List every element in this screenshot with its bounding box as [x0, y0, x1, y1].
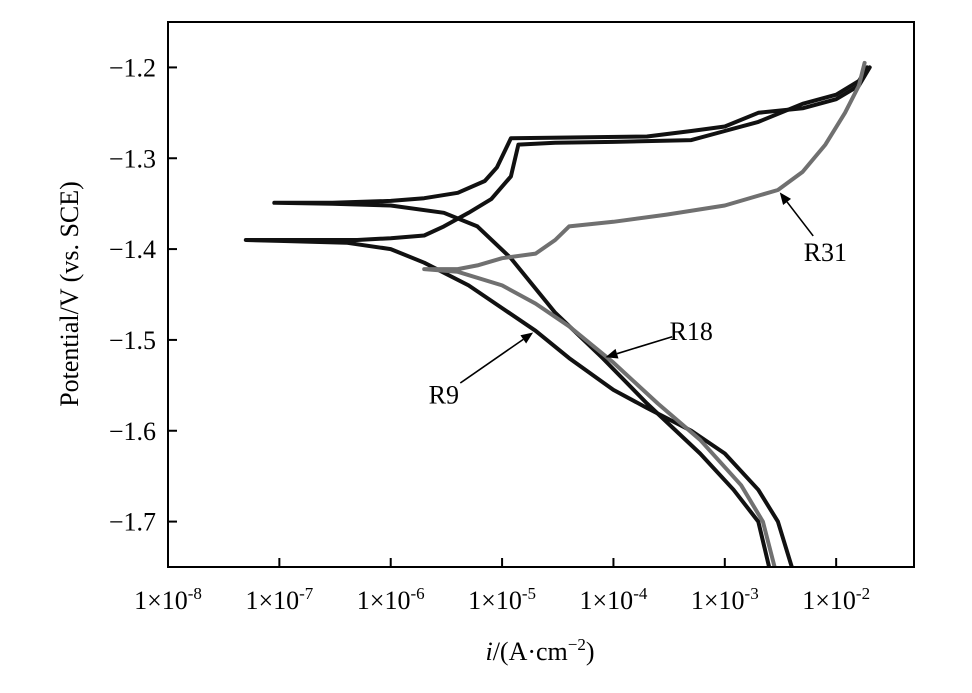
- annotation-arrows: [459, 192, 814, 384]
- y-tick-label: −1.2: [109, 53, 156, 82]
- x-axis-ticks: 1×10-8 1×10-7 1×10-6 1×10-5 1×10-4 1×10-3 1×10…: [134, 558, 870, 615]
- series-label-r31: R31: [804, 238, 847, 267]
- arrow-r18: [616, 335, 673, 355]
- series-line-r31: [422, 60, 867, 567]
- y-axis-title: Potential/V (vs. SCE): [55, 181, 84, 407]
- arrow-head-r31: [779, 192, 792, 205]
- y-tick-label: −1.4: [109, 235, 156, 264]
- series-label-r9: R9: [429, 380, 459, 409]
- y-tick-label: −1.7: [109, 508, 156, 537]
- x-tick-label: 1×10-2: [802, 584, 870, 615]
- series-curves: [243, 60, 872, 567]
- y-tick-label: −1.5: [109, 326, 156, 355]
- x-tick-label: 1×10-3: [691, 584, 759, 615]
- x-tick-label: 1×10-7: [245, 584, 313, 615]
- arrow-head-r18: [605, 348, 619, 359]
- y-tick-label: −1.6: [109, 417, 156, 446]
- x-tick-label: 1×10-5: [468, 584, 536, 615]
- x-axis-title-exponent: −2: [568, 635, 586, 654]
- x-axis-title-close: ): [586, 637, 595, 666]
- arrow-head-r9: [520, 332, 534, 344]
- x-tick-label: 1×10-6: [357, 584, 425, 615]
- x-tick-label: 1×10-8: [134, 584, 202, 615]
- arrow-r31: [786, 201, 814, 237]
- series-label-r18: R18: [670, 317, 713, 346]
- series-line-r18: [272, 65, 872, 567]
- x-axis-title-symbol: i: [485, 637, 492, 666]
- y-tick-label: −1.3: [109, 144, 156, 173]
- plot-frame: [167, 21, 915, 568]
- series-line-r9: [243, 65, 870, 567]
- x-axis-title: i/(A·cm−2): [485, 635, 594, 666]
- arrow-r9: [459, 338, 524, 384]
- x-tick-label: 1×10-4: [580, 584, 648, 615]
- x-axis-title-units: /(A·cm: [493, 637, 568, 666]
- y-axis-ticks: −1.2 −1.3 −1.4 −1.5 −1.6 −1.7: [109, 53, 177, 537]
- series-labels: R31 R18 R9: [429, 238, 847, 410]
